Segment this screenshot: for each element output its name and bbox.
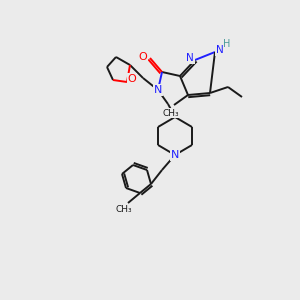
Text: O: O <box>139 52 147 62</box>
Text: N: N <box>186 53 194 63</box>
Text: CH₃: CH₃ <box>116 205 132 214</box>
Text: N: N <box>216 45 224 55</box>
Text: N: N <box>171 150 179 160</box>
Text: N: N <box>154 85 162 95</box>
Text: H: H <box>223 39 231 49</box>
Text: CH₃: CH₃ <box>163 109 179 118</box>
Text: O: O <box>128 74 136 84</box>
